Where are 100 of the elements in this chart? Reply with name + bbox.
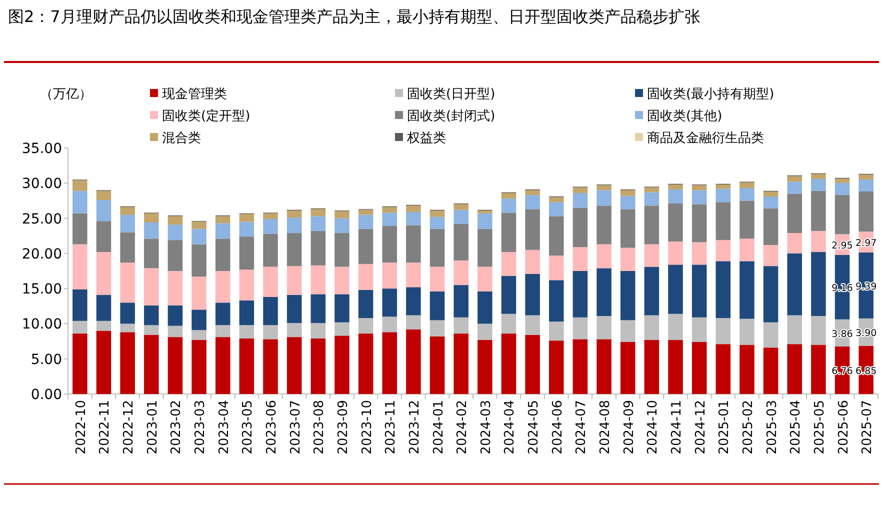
bar bbox=[334, 322, 350, 336]
bar bbox=[406, 225, 421, 263]
bar bbox=[644, 266, 660, 316]
bar bbox=[192, 310, 206, 330]
bar bbox=[144, 325, 159, 335]
bar bbox=[72, 190, 88, 214]
x-tick-label: 2023-05 bbox=[240, 400, 256, 454]
bar bbox=[72, 213, 88, 244]
bar bbox=[716, 344, 731, 394]
bar bbox=[692, 190, 707, 204]
bar bbox=[668, 340, 683, 394]
bar bbox=[811, 316, 826, 345]
bar bbox=[478, 228, 492, 267]
bar bbox=[334, 211, 350, 218]
bar bbox=[263, 339, 278, 394]
bar bbox=[692, 185, 707, 190]
bar bbox=[310, 294, 326, 324]
x-tick-label: 2024-04 bbox=[502, 400, 518, 454]
y-tick-label: 0.00 bbox=[30, 387, 62, 403]
bar bbox=[811, 344, 826, 394]
bar bbox=[620, 190, 636, 196]
x-tick-label: 2022-12 bbox=[122, 400, 137, 454]
bar bbox=[478, 324, 492, 340]
bar bbox=[763, 322, 778, 348]
bar bbox=[668, 184, 683, 190]
bar bbox=[811, 190, 826, 231]
bar bbox=[668, 189, 683, 204]
bar bbox=[72, 320, 88, 334]
bar bbox=[72, 180, 88, 191]
x-tick-label: 2025-02 bbox=[740, 400, 756, 454]
bar bbox=[310, 265, 326, 294]
bar bbox=[215, 337, 230, 394]
bar bbox=[692, 317, 707, 342]
bar bbox=[144, 238, 159, 268]
bar bbox=[620, 342, 636, 394]
bar bbox=[501, 212, 516, 252]
bar bbox=[120, 232, 135, 263]
bar bbox=[144, 334, 159, 394]
bar bbox=[192, 330, 206, 340]
bar bbox=[192, 276, 206, 310]
bar bbox=[144, 268, 159, 306]
bar bbox=[334, 336, 350, 394]
bar bbox=[215, 216, 230, 224]
bar bbox=[263, 234, 278, 267]
bar bbox=[548, 280, 564, 322]
bar bbox=[358, 228, 374, 264]
x-tick-label: 2023-12 bbox=[407, 400, 422, 454]
bar bbox=[668, 264, 683, 314]
bar bbox=[548, 256, 564, 280]
bar bbox=[168, 305, 183, 326]
bar bbox=[120, 302, 135, 324]
bar bbox=[263, 266, 278, 298]
bar bbox=[668, 314, 683, 340]
bar bbox=[716, 318, 731, 344]
bar bbox=[96, 320, 112, 331]
bar bbox=[740, 238, 754, 262]
bar bbox=[596, 268, 612, 316]
x-tick-label: 2024-08 bbox=[598, 400, 614, 454]
bar bbox=[239, 300, 254, 326]
bar bbox=[406, 206, 421, 212]
bar bbox=[740, 318, 754, 345]
x-tick-label: 2023-04 bbox=[216, 400, 232, 454]
bar bbox=[120, 324, 135, 332]
bar bbox=[644, 187, 660, 192]
legend-label: 权益类 bbox=[406, 131, 446, 146]
bar bbox=[525, 334, 540, 394]
bar bbox=[644, 192, 660, 206]
bar bbox=[382, 207, 398, 213]
bar bbox=[525, 195, 540, 210]
x-tick-label: 2025-07 bbox=[860, 400, 876, 454]
bar bbox=[430, 216, 445, 229]
bar bbox=[215, 271, 230, 303]
bar bbox=[215, 223, 230, 239]
bar bbox=[525, 315, 540, 335]
x-tick-label: 2024-07 bbox=[574, 400, 590, 454]
bar bbox=[763, 244, 778, 266]
x-tick-label: 2025-01 bbox=[717, 400, 732, 454]
bar bbox=[501, 276, 516, 314]
bar bbox=[406, 262, 421, 288]
bar bbox=[286, 323, 302, 338]
bar bbox=[501, 198, 516, 213]
bar bbox=[478, 340, 492, 394]
chart-title: 图2：7月理财产品仍以固收类和现金管理类产品为主，最小持有期型、日开型固收类产品稳步扩张 bbox=[8, 7, 700, 26]
x-tick-label: 2023-02 bbox=[169, 400, 184, 454]
y-tick-label: 10.00 bbox=[22, 316, 62, 333]
bar bbox=[286, 337, 302, 394]
bar bbox=[572, 192, 588, 208]
bar bbox=[596, 244, 612, 268]
x-tick-label: 2024-09 bbox=[622, 400, 637, 454]
bar bbox=[787, 253, 802, 316]
bar bbox=[644, 244, 660, 267]
bar bbox=[358, 214, 374, 229]
bar bbox=[239, 222, 254, 237]
bar bbox=[692, 342, 707, 394]
bar bbox=[334, 233, 350, 267]
bar bbox=[454, 204, 468, 210]
bar bbox=[501, 314, 516, 334]
bar bbox=[596, 206, 612, 244]
bar bbox=[406, 329, 421, 394]
bar bbox=[382, 226, 398, 263]
